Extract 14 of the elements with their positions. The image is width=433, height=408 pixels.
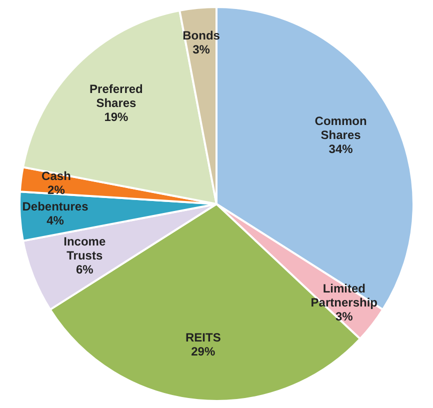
slice-label: Preferred Shares xyxy=(90,82,143,110)
slice-label: Common Shares xyxy=(314,114,367,142)
data-label: 29% xyxy=(191,344,216,359)
data-label: 19% xyxy=(104,110,129,124)
data-label: 3% xyxy=(335,309,354,324)
data-label: 34% xyxy=(328,142,354,156)
slice-label: Limited Partnership xyxy=(310,281,378,310)
slice-label: REITS xyxy=(185,330,221,345)
data-label: 4% xyxy=(46,213,64,228)
data-label: 6% xyxy=(76,262,94,277)
data-label: 3% xyxy=(192,42,210,56)
slice-label: Bonds xyxy=(182,28,220,42)
slice-label: Income Trusts xyxy=(64,234,106,263)
slice-label: Debentures xyxy=(22,199,89,214)
